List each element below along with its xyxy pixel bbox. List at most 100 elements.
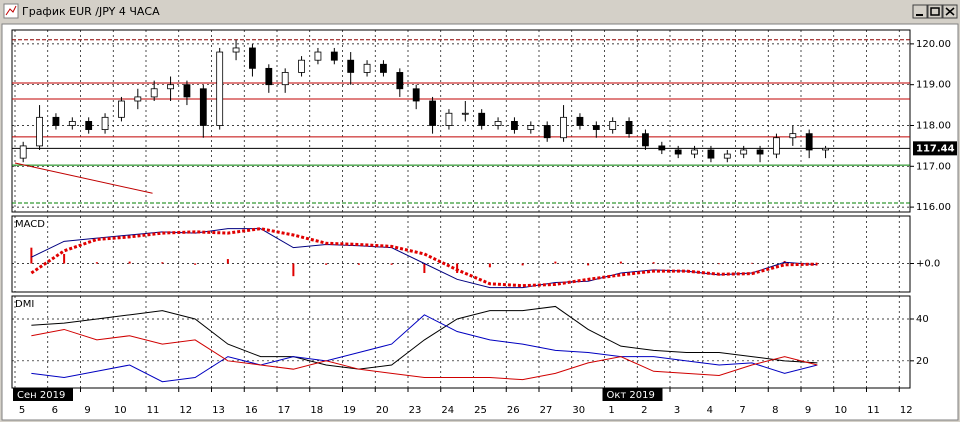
month-label: Окт 2019: [607, 390, 655, 401]
x-tick-label: 27: [540, 405, 553, 416]
histogram-bar: [226, 259, 229, 264]
x-tick-label: 9: [84, 405, 90, 416]
y-tick-label: 40: [916, 314, 929, 325]
candle-body: [822, 147, 829, 151]
y-tick-label: 118.00: [916, 120, 951, 131]
candle-body: [216, 51, 224, 126]
candle-body: [740, 149, 748, 155]
close-button[interactable]: [942, 4, 958, 19]
x-tick-label: 10: [834, 405, 847, 416]
x-tick-label: 24: [441, 405, 454, 416]
histogram-bar: [63, 254, 66, 264]
candle-body: [199, 88, 207, 126]
candle-body: [281, 72, 289, 86]
histogram-bar: [390, 263, 393, 265]
candle-body: [429, 100, 436, 126]
candle-body: [478, 112, 486, 126]
x-tick-label: 19: [343, 405, 356, 416]
candle-body: [249, 47, 256, 69]
indicator-line: [31, 305, 818, 370]
panel-frame: [11, 29, 911, 213]
window-icon: [3, 3, 19, 19]
candle-body: [658, 145, 666, 151]
candle-body: [150, 88, 158, 98]
y-tick-label: 20: [916, 356, 929, 367]
candle-body: [52, 116, 60, 126]
histogram-bar: [423, 263, 426, 273]
panel-title: MACD: [15, 219, 45, 230]
x-tick-label: 10: [114, 405, 127, 416]
x-tick-label: 11: [147, 405, 160, 416]
trend-line: [14, 162, 153, 194]
candle-body: [314, 51, 322, 61]
candle-body: [445, 112, 453, 126]
candle-body: [527, 125, 535, 130]
indicator-line: [31, 328, 818, 381]
x-tick-label: 25: [474, 405, 487, 416]
candle-body: [347, 59, 355, 73]
histogram-bar: [292, 263, 295, 277]
candle-body: [461, 112, 469, 115]
x-tick-label: 3: [674, 405, 680, 416]
histogram-bar: [554, 261, 557, 264]
x-tick-label: 12: [179, 405, 192, 416]
candle-body: [134, 96, 142, 102]
candle-body: [232, 47, 240, 53]
candle-body: [85, 121, 93, 130]
panel-title: DMI: [15, 299, 34, 310]
candle-body: [167, 84, 174, 90]
histogram-bar: [325, 263, 328, 265]
x-tick-label: 23: [409, 405, 422, 416]
candle-body: [330, 51, 338, 61]
candle-body: [560, 116, 567, 139]
histogram-bar: [30, 247, 33, 264]
month-label-box: [13, 388, 73, 401]
x-tick-label: 13: [212, 405, 225, 416]
x-tick-label: 17: [278, 405, 291, 416]
candle-body: [592, 125, 600, 130]
x-tick-label: 26: [507, 405, 520, 416]
histogram-bar: [161, 262, 164, 264]
candle-body: [380, 63, 387, 73]
month-label-box: [602, 388, 663, 401]
candle-body: [789, 133, 797, 139]
indicator-line: [31, 314, 818, 383]
x-tick-label: 8: [772, 405, 778, 416]
histogram-bar: [619, 261, 622, 264]
candle-body: [707, 149, 715, 159]
candle-body: [625, 121, 633, 135]
candle-body: [674, 149, 682, 155]
x-tick-label: 18: [310, 405, 323, 416]
x-tick-label: 9: [805, 405, 811, 416]
histogram-bar: [718, 263, 721, 265]
y-tick-label: 117.00: [916, 161, 951, 172]
minimize-button[interactable]: [912, 4, 928, 19]
candle-body: [773, 137, 780, 155]
candle-body: [68, 121, 76, 126]
window-title: График EUR /JPY 4 ЧАСА: [22, 5, 160, 18]
histogram-bar: [194, 263, 197, 265]
x-tick-label: 6: [52, 405, 58, 416]
candle-body: [118, 100, 125, 118]
histogram-bar: [488, 263, 491, 268]
x-tick-label: 16: [245, 405, 258, 416]
candle-body: [183, 84, 191, 98]
candle-body: [101, 116, 109, 130]
x-tick-label: 12: [900, 405, 913, 416]
candle-body: [298, 59, 305, 73]
histogram-bar: [357, 263, 360, 265]
candle-body: [412, 88, 420, 102]
x-tick-label: 20: [376, 405, 389, 416]
histogram-bar: [816, 263, 819, 265]
maximize-button[interactable]: [927, 4, 943, 19]
candle-body: [576, 116, 584, 126]
y-tick-label: 116.00: [916, 202, 951, 213]
x-tick-label: 30: [572, 405, 585, 416]
candle-body: [265, 67, 273, 86]
histogram-bar: [652, 262, 655, 264]
candle-body: [363, 63, 371, 73]
last-price-box: [913, 141, 957, 156]
last-price-label: 117.44: [916, 143, 955, 154]
y-tick-label: 119.00: [916, 80, 951, 91]
